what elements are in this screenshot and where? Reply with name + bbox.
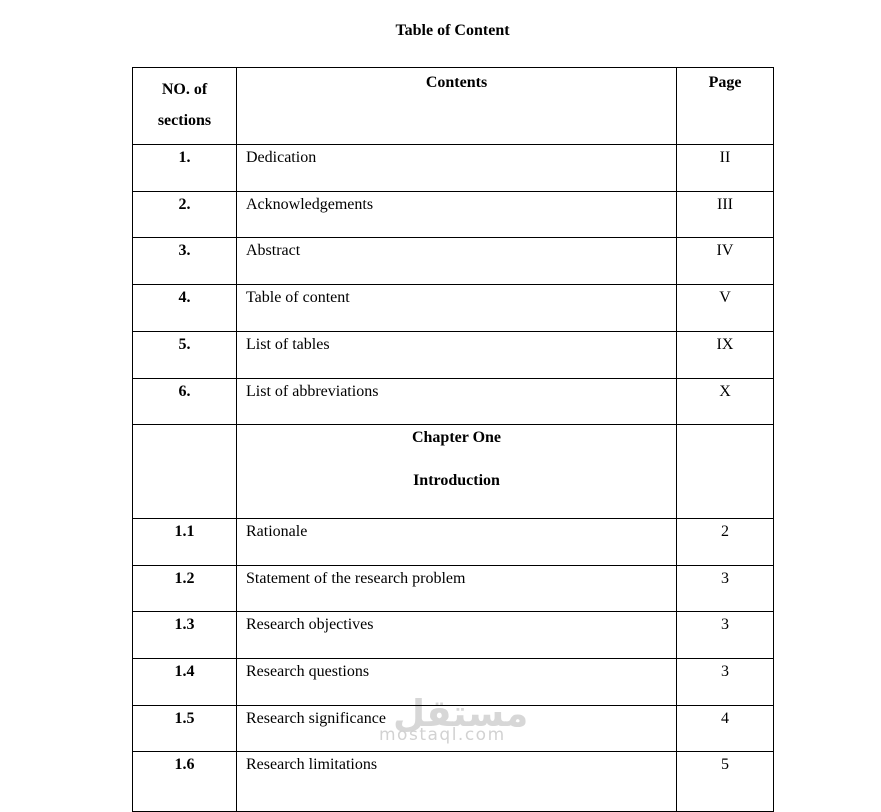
page-title: Table of Content	[395, 22, 510, 39]
chapter-heading-row: Chapter One Introduction	[132, 424, 774, 519]
table-row: 1.3 Research objectives 3	[132, 611, 774, 659]
section-page: III	[676, 191, 774, 238]
table-row: 4. Table of content V	[132, 284, 774, 332]
section-title: Table of content	[236, 284, 677, 332]
table-header-row: NO. of sections Contents Page	[132, 67, 774, 145]
section-title: List of abbreviations	[236, 378, 677, 425]
chapter-subtitle: Introduction	[413, 472, 500, 489]
section-page: 5	[676, 751, 774, 812]
table-row: 1.4 Research questions 3	[132, 658, 774, 706]
section-title: Research limitations	[236, 751, 677, 812]
section-page: IX	[676, 331, 774, 379]
section-number: 3.	[132, 237, 237, 285]
section-number: 1.2	[132, 565, 237, 612]
section-title: Statement of the research problem	[236, 565, 677, 612]
table-row: 6. List of abbreviations X	[132, 378, 774, 425]
empty-cell	[676, 424, 774, 519]
table-row: 1.5 Research significance 4	[132, 705, 774, 752]
section-title: Abstract	[236, 237, 677, 285]
section-page: 4	[676, 705, 774, 752]
section-number: 4.	[132, 284, 237, 332]
section-title: Research objectives	[236, 611, 677, 659]
table-row: 1. Dedication II	[132, 144, 774, 192]
table-row: 1.6 Research limitations 5	[132, 751, 774, 812]
section-page: 3	[676, 611, 774, 659]
table-row: 5. List of tables IX	[132, 331, 774, 379]
header-contents: Contents	[236, 67, 677, 145]
section-title: Research questions	[236, 658, 677, 706]
chapter-title: Chapter One	[411, 429, 502, 446]
section-page: X	[676, 378, 774, 425]
table-row: 3. Abstract IV	[132, 237, 774, 285]
section-title: Research significance	[236, 705, 677, 752]
table-row: 1.1 Rationale 2	[132, 518, 774, 566]
section-page: IV	[676, 237, 774, 285]
header-no-of-sections: NO. of sections	[132, 67, 237, 145]
section-number: 2.	[132, 191, 237, 238]
section-page: V	[676, 284, 774, 332]
section-number: 6.	[132, 378, 237, 425]
section-number: 1.	[132, 144, 237, 192]
section-page: 3	[676, 565, 774, 612]
section-number: 1.1	[132, 518, 237, 566]
section-page: II	[676, 144, 774, 192]
section-page: 3	[676, 658, 774, 706]
section-page: 2	[676, 518, 774, 566]
section-number: 1.6	[132, 751, 237, 812]
section-number: 5.	[132, 331, 237, 379]
table-of-contents: NO. of sections Contents Page 1. Dedicat…	[132, 67, 774, 812]
section-title: Acknowledgements	[236, 191, 677, 238]
header-page: Page	[676, 67, 774, 145]
section-number: 1.5	[132, 705, 237, 752]
section-title: Rationale	[236, 518, 677, 566]
section-number: 1.3	[132, 611, 237, 659]
chapter-heading-cell: Chapter One Introduction	[236, 424, 677, 519]
table-row: 1.2 Statement of the research problem 3	[132, 565, 774, 612]
section-title: Dedication	[236, 144, 677, 192]
section-title: List of tables	[236, 331, 677, 379]
table-row: 2. Acknowledgements III	[132, 191, 774, 238]
section-number: 1.4	[132, 658, 237, 706]
empty-cell	[132, 424, 237, 519]
